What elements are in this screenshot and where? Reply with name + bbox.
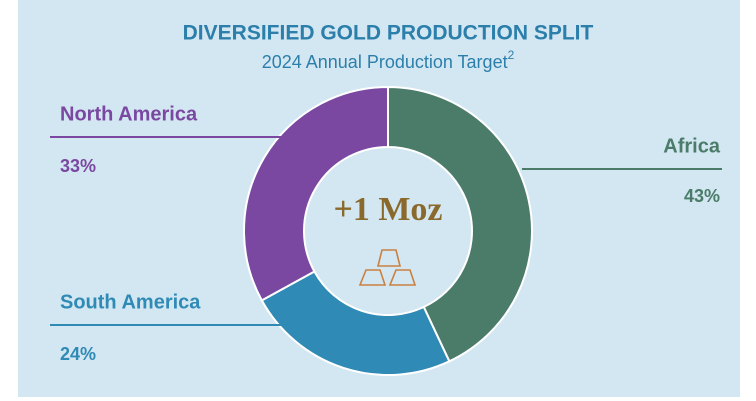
subtitle-text: 2024 Annual Production Target: [262, 52, 508, 72]
value-label: 43%: [684, 186, 720, 206]
donut-slice: [243, 85, 389, 302]
donut: [243, 85, 533, 376]
category-label: North America: [60, 103, 198, 125]
center-label: +1 Moz: [333, 191, 442, 228]
category-label: South America: [60, 291, 201, 313]
chart-subtitle: 2024 Annual Production Target2: [262, 48, 515, 72]
chart-title: DIVERSIFIED GOLD PRODUCTION SPLIT: [183, 22, 594, 45]
donut-slice: [260, 270, 451, 376]
footnote-marker: 2: [508, 48, 515, 62]
category-label: Africa: [663, 135, 721, 157]
gold-bars-icon: [358, 249, 417, 286]
value-label: 33%: [60, 156, 96, 176]
donut-slice: [387, 85, 533, 363]
value-label: 24%: [60, 344, 96, 364]
